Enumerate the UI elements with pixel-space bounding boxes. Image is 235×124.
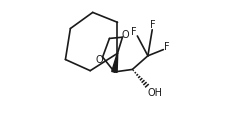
- Text: O: O: [96, 55, 103, 64]
- Polygon shape: [112, 53, 118, 72]
- Text: OH: OH: [148, 88, 163, 98]
- Text: O: O: [122, 30, 129, 40]
- Text: F: F: [164, 42, 170, 51]
- Text: F: F: [150, 20, 156, 30]
- Text: F: F: [131, 27, 137, 37]
